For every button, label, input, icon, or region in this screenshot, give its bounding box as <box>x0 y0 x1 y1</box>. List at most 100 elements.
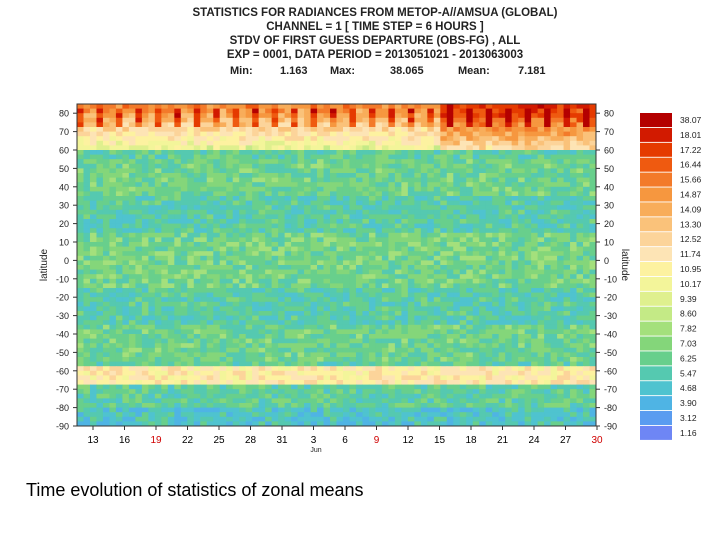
heatmap-cell <box>206 186 214 192</box>
heatmap-cell <box>570 357 577 362</box>
heatmap-cell <box>407 315 415 321</box>
heatmap-cell <box>407 251 415 257</box>
heatmap-cell <box>550 357 558 362</box>
heatmap-cell <box>154 131 162 137</box>
heatmap-cell <box>83 361 91 367</box>
heatmap-cell <box>589 131 597 137</box>
heatmap-cell <box>284 338 292 344</box>
heatmap-cell <box>583 214 590 220</box>
heatmap-cell <box>323 131 331 137</box>
heatmap-cell <box>570 329 577 335</box>
heatmap-cell <box>200 122 208 128</box>
heatmap-cell <box>83 140 91 146</box>
heatmap-cell <box>492 251 500 257</box>
heatmap-cell <box>589 163 597 169</box>
heatmap-cell <box>304 228 311 234</box>
heatmap-cell <box>388 131 396 137</box>
heatmap-cell <box>304 140 311 146</box>
heatmap-cell <box>122 219 130 224</box>
heatmap-cell <box>135 205 143 211</box>
heatmap-cell <box>232 140 240 146</box>
heatmap-cell <box>330 343 337 349</box>
heatmap-cell <box>394 361 402 367</box>
heatmap-cell <box>492 357 500 362</box>
heatmap-cell <box>427 306 435 312</box>
heatmap-cell <box>284 228 292 234</box>
heatmap-cell <box>161 182 169 188</box>
heatmap-cell <box>368 251 376 257</box>
heatmap-cell <box>304 334 311 339</box>
heatmap-cell <box>537 196 545 201</box>
heatmap-cell <box>180 297 188 303</box>
heatmap-cell <box>187 306 195 312</box>
heatmap-cell <box>440 127 448 132</box>
heatmap-cell <box>362 228 370 234</box>
heatmap-cell <box>466 182 474 188</box>
heatmap-cell <box>420 251 428 257</box>
heatmap-cell <box>109 232 117 238</box>
heatmap-cell <box>563 113 571 119</box>
heatmap-cell <box>355 311 363 316</box>
heatmap-cell <box>330 306 337 312</box>
heatmap-cell <box>252 108 260 114</box>
heatmap-cell <box>323 297 331 303</box>
heatmap-cell <box>420 306 428 312</box>
heatmap-cell <box>544 278 551 284</box>
heatmap-cell <box>355 283 363 289</box>
heatmap-cell <box>498 265 506 270</box>
heatmap-cell <box>414 274 422 280</box>
heatmap-cell <box>427 159 435 165</box>
heatmap-cell <box>174 186 182 192</box>
heatmap-cell <box>492 370 500 376</box>
heatmap-cell <box>154 269 162 275</box>
heatmap-cell <box>271 117 279 123</box>
heatmap-cell <box>531 163 539 169</box>
heatmap-cell <box>407 269 415 275</box>
heatmap-cell <box>77 104 84 109</box>
heatmap-cell <box>511 196 519 201</box>
heatmap-cell <box>284 159 292 165</box>
heatmap-cell <box>278 140 285 146</box>
heatmap-cell <box>122 292 130 298</box>
heatmap-cell <box>466 320 474 326</box>
heatmap-cell <box>459 278 467 284</box>
heatmap-cell <box>453 186 461 192</box>
heatmap-cell <box>213 260 221 266</box>
heatmap-cell <box>167 205 175 211</box>
heatmap-cell <box>589 380 597 385</box>
heatmap-cell <box>304 288 311 293</box>
heatmap-cell <box>446 251 454 257</box>
heatmap-cell <box>135 311 143 316</box>
heatmap-cell <box>89 173 97 178</box>
heatmap-cell <box>537 219 545 224</box>
heatmap-cell <box>479 228 487 234</box>
heatmap-cell <box>446 150 454 155</box>
heatmap-cell <box>563 320 571 326</box>
heatmap-cell <box>466 301 474 307</box>
heatmap-cell <box>570 163 577 169</box>
heatmap-cell <box>161 255 169 261</box>
heatmap-cell <box>511 301 519 307</box>
heatmap-cell <box>109 104 117 109</box>
heatmap-cell <box>304 159 311 165</box>
heatmap-cell <box>102 186 110 192</box>
heatmap-cell <box>226 251 234 257</box>
heatmap-cell <box>576 104 584 109</box>
heatmap-cell <box>278 242 285 247</box>
heatmap-cell <box>355 173 363 178</box>
heatmap-cell <box>453 117 461 123</box>
heatmap-cell <box>466 324 474 330</box>
heatmap-cell <box>427 163 435 169</box>
heatmap-cell <box>232 177 240 183</box>
heatmap-cell <box>459 297 467 303</box>
heatmap-cell <box>77 283 84 289</box>
heatmap-cell <box>336 219 344 224</box>
heatmap-cell <box>122 334 130 339</box>
heatmap-cell <box>459 347 467 353</box>
heatmap-cell <box>433 384 441 390</box>
heatmap-cell <box>563 127 571 132</box>
heatmap-cell <box>394 168 402 174</box>
heatmap-cell <box>271 104 279 109</box>
heatmap-cell <box>187 182 195 188</box>
heatmap-cell <box>433 375 441 381</box>
